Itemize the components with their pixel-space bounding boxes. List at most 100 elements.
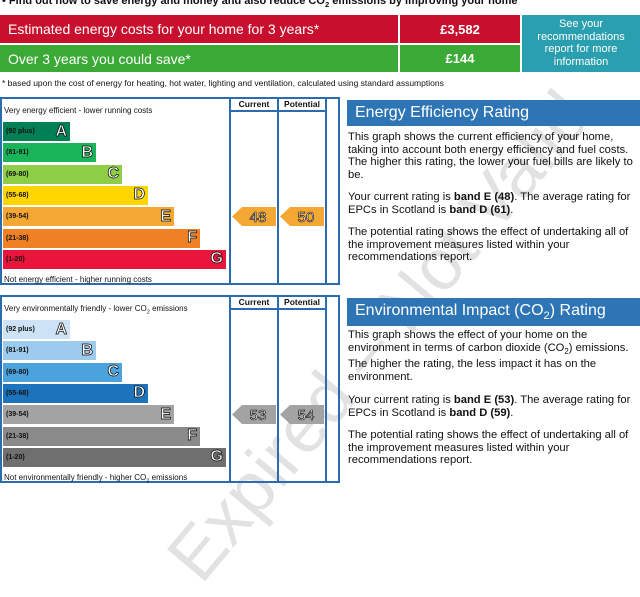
band-range: (81-91) (6, 347, 29, 355)
text-part: emissions by improving your home (329, 0, 518, 7)
text-part: This graph shows the effect of your home… (348, 329, 588, 354)
current-arrow: 53 (232, 405, 276, 425)
text-part: band D (61) (449, 203, 511, 216)
bottom-label: Not environmentally friendly - higher CO… (4, 473, 187, 485)
header-line (229, 110, 327, 112)
paragraph: Your current rating is band E (53). The … (348, 394, 638, 419)
rating-band: (81-91) B (3, 341, 96, 361)
band-range: (21-38) (6, 234, 29, 242)
text-part: ) emissions. The higher the rating, the … (348, 341, 629, 384)
current-arrow: 48 (232, 207, 276, 227)
col-line (277, 295, 279, 483)
paragraph: The potential rating shows the effect of… (348, 226, 638, 264)
band-range: (1-20) (6, 255, 25, 263)
cost-value: £3,582 (400, 15, 520, 43)
band-letter: B (81, 143, 93, 161)
cost-label: Estimated energy costs for your home for… (0, 15, 398, 43)
text-part: . (510, 203, 514, 216)
footnote: * based upon the cost of energy for heat… (2, 78, 444, 88)
text-part: The potential rating shows the effect of… (348, 226, 629, 264)
band-letter: E (160, 207, 171, 225)
text-part: 2 (564, 346, 569, 356)
text-part: band D (59) (449, 406, 511, 419)
rating-band: (69-80) C (3, 164, 122, 184)
text-part: Not energy efficient - higher running co… (4, 275, 152, 284)
band-range: (39-54) (6, 411, 29, 419)
rating-band: (55-68) D (3, 185, 148, 205)
col-line (229, 97, 231, 285)
text-part: 2 (324, 0, 330, 10)
section-heading: Environmental Impact (CO2) Rating (347, 298, 640, 327)
rating-band: (92 plus) A (3, 122, 70, 141)
paragraph: This graph shows the effect of your home… (348, 329, 638, 384)
text-part: Your current rating is (348, 191, 454, 203)
header-line (229, 308, 327, 310)
potential-value: 54 (298, 407, 315, 424)
band-letter: A (55, 122, 67, 140)
chart-frame (0, 97, 340, 285)
band-letter: E (160, 405, 171, 423)
text-part: Very environmentally friendly - lower CO (4, 304, 147, 313)
text-part: Find out how to save energy and money an… (8, 0, 325, 7)
column-header: Current (238, 297, 270, 307)
column-header: Current (238, 99, 270, 109)
band-letter: G (210, 250, 223, 268)
text-part: 2 (543, 310, 550, 323)
text-part: Not environmentally friendly - higher CO (4, 473, 147, 482)
rating-band: (55-68) D (3, 383, 148, 403)
text-part: Very energy efficient - lower running co… (4, 106, 153, 115)
text-part: band E (48) (453, 191, 515, 203)
top-label: Very energy efficient - lower running co… (4, 106, 152, 115)
rating-band: (69-80) C (3, 362, 122, 382)
text-part: Your current rating is (348, 394, 454, 406)
col-line (277, 97, 279, 285)
text-part: Environmental Impact (CO (355, 302, 544, 319)
band-letter: G (210, 448, 223, 466)
band-range: (69-80) (6, 368, 29, 376)
rating-band: (21-38) F (3, 228, 200, 248)
current-value: 48 (250, 209, 267, 226)
top-note: • Find out how to save energy and money … (2, 0, 517, 9)
saving-value: £144 (400, 45, 520, 72)
rating-band: (21-38) F (3, 426, 200, 446)
rating-band: (39-54) E (3, 207, 174, 227)
top-label: Very environmentally friendly - lower CO… (4, 304, 188, 316)
text-part: 2 (146, 309, 150, 316)
recommendations-link[interactable]: See your recommendations report for more… (522, 15, 640, 72)
text-part: ) Rating (549, 302, 606, 319)
paragraph: The potential rating shows the effect of… (348, 429, 638, 467)
band-letter: F (187, 229, 197, 247)
band-range: (92 plus) (6, 128, 35, 135)
text-part: The potential rating shows the effect of… (348, 429, 629, 467)
band-range: (55-68) (6, 389, 29, 397)
paragraph: Your current rating is band E (48). The … (348, 191, 638, 216)
band-range: (1-20) (6, 453, 25, 461)
text-part: emissions (149, 473, 188, 482)
band-letter: D (133, 186, 145, 204)
paragraph: This graph shows the current efficiency … (348, 131, 638, 181)
rating-band: (1-20) G (3, 249, 226, 269)
text-part: emissions (149, 304, 188, 313)
potential-arrow: 54 (280, 405, 324, 425)
band-letter: B (81, 341, 93, 359)
rating-band: (92 plus) A (3, 320, 70, 339)
text-part: . The average rating for EPCs in Scotlan… (348, 191, 631, 216)
current-value: 53 (250, 407, 267, 424)
band-letter: D (133, 384, 145, 402)
text-part: . The average rating for EPCs in Scotlan… (348, 394, 631, 419)
band-range: (69-80) (6, 170, 29, 178)
col-line (325, 97, 327, 285)
band-range: (81-91) (6, 149, 29, 157)
col-line (229, 295, 231, 483)
text-part: . (510, 406, 514, 419)
band-range: (21-38) (6, 432, 29, 440)
section-heading: Energy Efficiency Rating (347, 100, 640, 126)
column-header: Potential (284, 297, 320, 307)
band-letter: C (107, 165, 119, 183)
potential-value: 50 (298, 209, 315, 226)
text-part: Energy Efficiency Rating (355, 104, 530, 121)
text-part: This graph shows the current efficiency … (348, 131, 633, 181)
band-letter: F (187, 427, 197, 445)
rating-band: (1-20) G (3, 447, 226, 467)
